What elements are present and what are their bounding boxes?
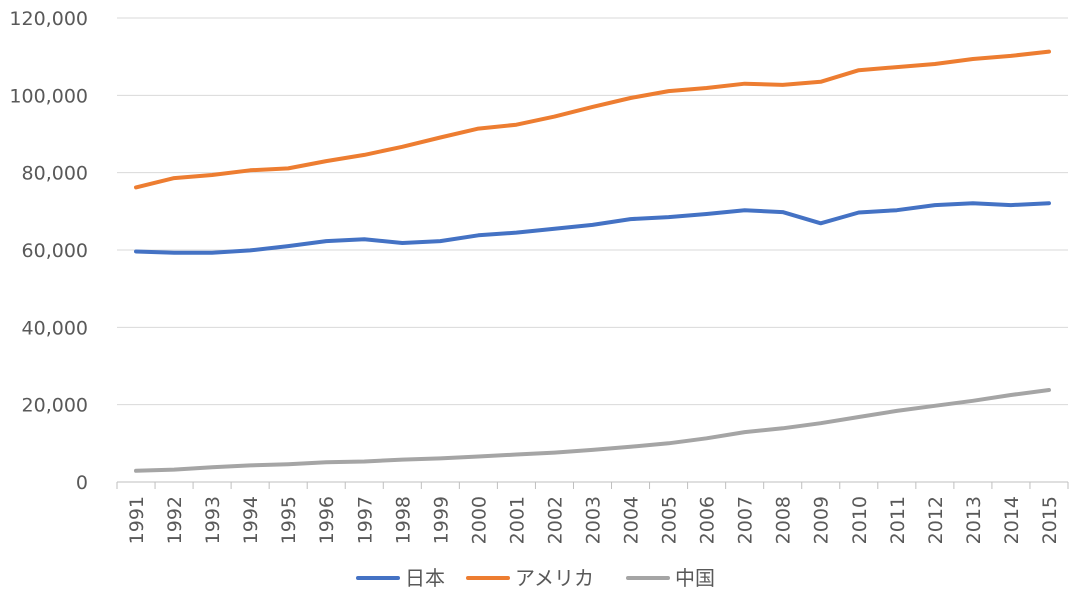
series-lines bbox=[134, 49, 1051, 473]
series-line-0 bbox=[134, 201, 1051, 255]
x-tick-label: 1991 bbox=[126, 496, 148, 544]
x-tick-label: 2004 bbox=[621, 496, 643, 544]
legend: 日本 アメリカ 中国 bbox=[356, 566, 715, 590]
x-tick-label: 1992 bbox=[164, 496, 186, 544]
x-tick-label: 2005 bbox=[659, 496, 681, 544]
x-tick-label: 2010 bbox=[849, 496, 871, 544]
x-tick-label: 2011 bbox=[887, 496, 909, 544]
x-tick-label: 2008 bbox=[773, 496, 795, 544]
x-tick-label: 1999 bbox=[430, 496, 452, 544]
y-tick-label: 80,000 bbox=[22, 163, 88, 185]
x-tick-label: 1997 bbox=[354, 496, 376, 544]
legend-label: 日本 bbox=[405, 566, 445, 590]
legend-item-1: アメリカ bbox=[466, 566, 594, 590]
y-tick-label: 120,000 bbox=[9, 8, 88, 30]
x-tick-label: 2000 bbox=[468, 496, 490, 544]
y-tick-label: 0 bbox=[76, 472, 88, 494]
series-line-2 bbox=[134, 388, 1051, 473]
y-tick-label: 20,000 bbox=[22, 395, 88, 417]
legend-label: 中国 bbox=[675, 566, 715, 590]
series-line-1 bbox=[134, 49, 1051, 190]
x-tick-label: 1995 bbox=[278, 496, 300, 544]
y-tick-label: 60,000 bbox=[22, 240, 88, 262]
y-tick-label: 100,000 bbox=[9, 85, 88, 107]
x-tick-label: 2015 bbox=[1039, 496, 1061, 544]
x-tick-label: 1996 bbox=[316, 496, 338, 544]
x-tick-label: 2009 bbox=[811, 496, 833, 544]
x-tick-label: 2014 bbox=[1001, 496, 1023, 544]
y-tick-label: 40,000 bbox=[22, 317, 88, 339]
x-tick-label: 2006 bbox=[697, 496, 719, 544]
legend-item-2: 中国 bbox=[626, 566, 715, 590]
x-tick-label: 2002 bbox=[544, 496, 566, 544]
x-tick-label: 1994 bbox=[240, 496, 262, 544]
x-axis: 1991 1992 1993 1994 1995 1996 1997 1998 1999 2000… bbox=[116, 481, 1069, 544]
x-tick-label: 2003 bbox=[583, 496, 605, 544]
gridlines bbox=[117, 17, 1068, 406]
x-tick-label: 1998 bbox=[392, 496, 414, 544]
x-tick-label: 2013 bbox=[963, 496, 985, 544]
legend-label: アメリカ bbox=[515, 566, 594, 590]
x-tick-label: 2012 bbox=[925, 496, 947, 544]
y-axis: 0 20,000 40,000 60,000 80,000 100,000 120,000 bbox=[9, 8, 88, 494]
x-tick-label: 1993 bbox=[202, 496, 224, 544]
legend-item-0: 日本 bbox=[356, 566, 445, 590]
x-tick-label: 2001 bbox=[506, 496, 528, 544]
x-tick-label: 2007 bbox=[735, 496, 757, 544]
